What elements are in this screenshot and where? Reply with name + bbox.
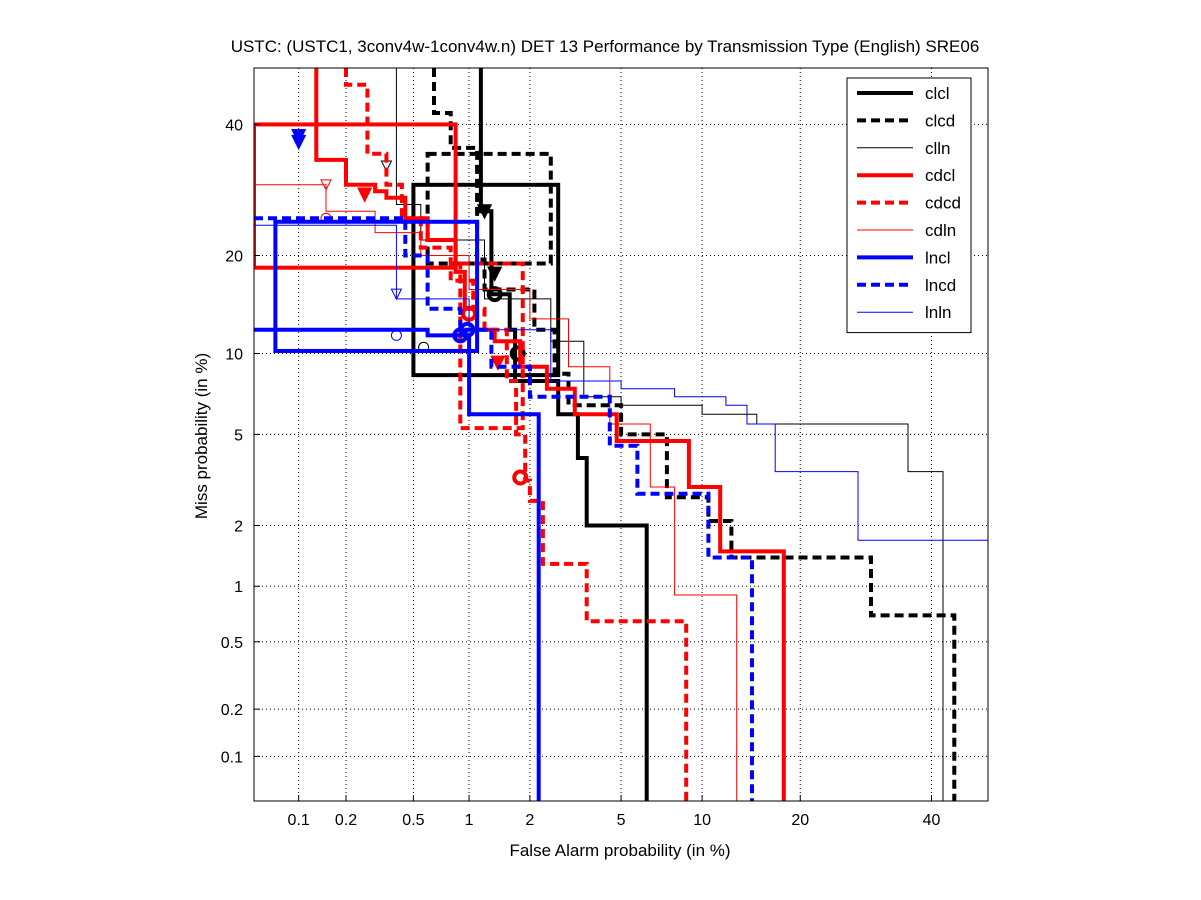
y-tick-label: 2 bbox=[234, 518, 243, 535]
legend-box bbox=[846, 77, 972, 334]
min-dcf-marker-clcd bbox=[487, 266, 503, 282]
y-tick-label: 10 bbox=[225, 346, 243, 363]
det-curve-cdln bbox=[254, 68, 738, 801]
y-tick-label: 0.2 bbox=[221, 702, 243, 719]
legend: clcl clcd clln cdcl cdcd cdln lncl lncd lnln bbox=[846, 77, 972, 334]
series-group bbox=[254, 68, 988, 801]
min-dcf-marker-cdcd bbox=[490, 355, 506, 371]
det-curve-lncd bbox=[254, 216, 754, 801]
axis-ticks: 0.1 0.2 0.5 1 2 5 10 20 40 0.1 0.2 0.5 1 2 5 10 20 40 bbox=[221, 117, 941, 829]
min-dcf-marker-lncd bbox=[291, 134, 307, 151]
legend-label-cdcd: cdcd bbox=[925, 194, 961, 213]
legend-label-clln: clln bbox=[925, 139, 951, 158]
y-tick-label: 5 bbox=[234, 427, 243, 444]
x-tick-label: 40 bbox=[923, 812, 941, 829]
min-dcf-marker-lnln bbox=[390, 288, 403, 301]
confidence-box-cdcl bbox=[254, 122, 458, 270]
y-tick-label: 40 bbox=[225, 117, 243, 134]
min-dcf-marker-cdcl bbox=[357, 187, 373, 203]
x-tick-label: 20 bbox=[791, 812, 809, 829]
x-tick-label: 2 bbox=[525, 812, 534, 829]
legend-label-lncl: lncl bbox=[925, 248, 951, 267]
act-dcf-marker-clcd bbox=[486, 286, 503, 303]
y-tick-label: 20 bbox=[225, 248, 243, 265]
x-tick-label: 10 bbox=[693, 812, 711, 829]
legend-label-lnln: lnln bbox=[925, 303, 951, 322]
y-tick-label: 0.1 bbox=[221, 749, 243, 766]
x-tick-label: 0.2 bbox=[335, 812, 357, 829]
act-dcf-marker-clcl bbox=[509, 345, 526, 362]
x-tick-label: 1 bbox=[465, 812, 474, 829]
legend-label-clcl: clcl bbox=[925, 84, 950, 103]
confidence-box-cdcd bbox=[458, 261, 525, 431]
min-dcf-marker-cdln bbox=[320, 179, 332, 191]
legend-label-cdln: cdln bbox=[925, 221, 956, 240]
chart-title: USTC: (USTC1, 3conv4w-1conv4w.n) DET 13 … bbox=[231, 37, 980, 56]
min-dcf-marker-clcl bbox=[476, 204, 493, 220]
act-dcf-marker-lnln bbox=[390, 329, 402, 341]
det-curve-lnln bbox=[254, 224, 988, 541]
series-clip-group bbox=[254, 68, 988, 801]
x-tick-label: 5 bbox=[617, 812, 626, 829]
legend-label-cdcl: cdcl bbox=[925, 166, 955, 185]
confidence-box-lncl bbox=[273, 219, 480, 353]
confidence-box-clcl bbox=[411, 182, 561, 378]
legend-label-lncd: lncd bbox=[925, 276, 956, 295]
y-axis-label: Miss probability (in %) bbox=[192, 353, 211, 519]
act-dcf-marker-cdcd bbox=[512, 469, 529, 486]
y-tick-label: 1 bbox=[234, 579, 243, 596]
x-tick-label: 0.5 bbox=[402, 812, 424, 829]
legend-label-clcd: clcd bbox=[925, 111, 955, 130]
y-tick-label: 0.5 bbox=[221, 635, 243, 652]
det-curve-clcl bbox=[478, 68, 649, 801]
x-axis-label: False Alarm probability (in %) bbox=[509, 841, 730, 860]
x-tick-label: 0.1 bbox=[288, 812, 310, 829]
